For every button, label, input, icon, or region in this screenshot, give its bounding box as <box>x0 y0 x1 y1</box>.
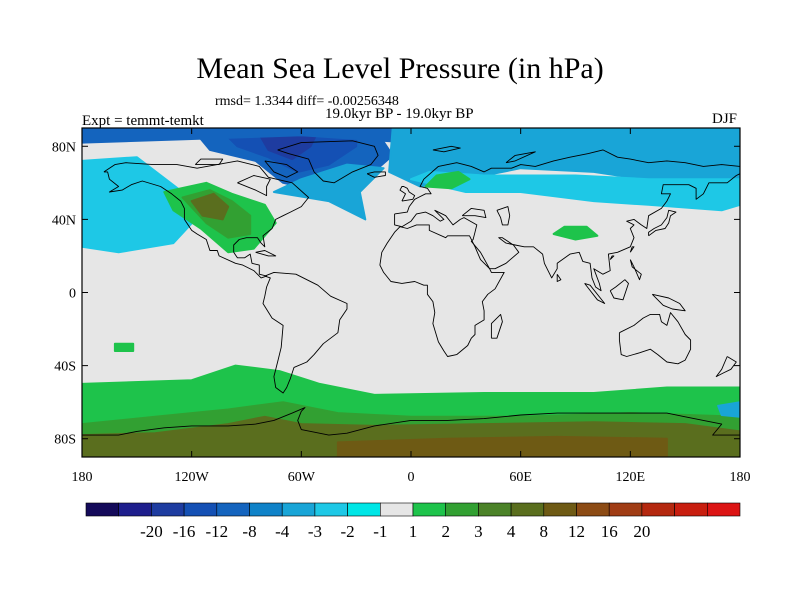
period-text: 19.0kyr BP - 19.0kyr BP <box>325 106 474 122</box>
colorbar-label: 2 <box>441 522 450 541</box>
colorbar-swatch <box>641 502 675 517</box>
coastline-victoria-island <box>194 158 224 166</box>
pressure-region-12 <box>552 225 599 241</box>
pressure-region-9 <box>388 128 740 188</box>
colorbar-label: -4 <box>275 522 290 541</box>
coastline-cuba <box>255 250 277 257</box>
coastline-sri-lanka <box>556 273 562 282</box>
colorbar-swatch <box>314 502 348 517</box>
colorbar-swatch <box>706 502 741 517</box>
pressure-region-10 <box>410 170 740 212</box>
coastline-north-america <box>103 160 310 279</box>
coastline-new-zealand <box>715 356 737 378</box>
colorbar-swatch <box>183 502 218 517</box>
colorbar-label: -16 <box>173 522 196 541</box>
colorbar-swatch <box>118 502 152 517</box>
stats-text: rmsd= 1.3344 diff= -0.00256348 <box>215 94 399 109</box>
coastline-japan <box>648 209 677 237</box>
y-tick-label: 0 <box>69 287 76 302</box>
colorbar-swatch <box>478 502 512 517</box>
coastline-baffin-island <box>264 160 299 178</box>
colorbar-swatch <box>379 502 414 517</box>
coastline-new-guinea <box>651 293 686 312</box>
colorbar-swatch <box>576 502 610 517</box>
colorbar-swatch <box>85 502 120 517</box>
pressure-region-20 <box>336 435 668 457</box>
y-tick-label: 40N <box>52 213 76 228</box>
coastline-greenland <box>277 140 379 184</box>
coastline-black-sea <box>461 207 487 219</box>
coastline-antarctica <box>82 407 740 436</box>
colorbar: -20 -16 -12 -8 -4 -3 -2 -1 1 2 3 4 8 12 16 20 <box>85 502 741 541</box>
pressure-field <box>82 128 740 457</box>
coastline-borneo <box>609 279 629 301</box>
coastline-philippines <box>629 259 642 281</box>
colorbar-swatch <box>281 502 316 517</box>
pressure-region-11 <box>424 170 471 190</box>
colorbar-label: 12 <box>568 522 585 541</box>
coastline-taiwan <box>629 246 635 253</box>
x-tick-label: 180 <box>72 470 93 485</box>
colorbar-swatch <box>412 502 447 517</box>
experiment-label: Expt = temmt-temkt <box>82 113 204 129</box>
colorbar-label: -12 <box>205 522 228 541</box>
colorbar-swatch <box>445 502 479 517</box>
pressure-region-21 <box>717 401 740 418</box>
colorbar-label: 16 <box>601 522 618 541</box>
y-tick-label: 40S <box>54 360 76 375</box>
x-tick-label: 60W <box>288 470 316 485</box>
colorbar-label: 20 <box>633 522 650 541</box>
x-tick-label: 120E <box>616 470 646 485</box>
colorbar-label: -20 <box>140 522 163 541</box>
coastline-hainan <box>609 255 615 260</box>
pressure-region-15 <box>190 192 230 221</box>
coastline-australia <box>618 312 692 365</box>
colorbar-label: 4 <box>507 522 516 541</box>
colorbar-label: -1 <box>373 522 387 541</box>
axis-ticks: 180 120W 60W 0 60E 120E 180 80N 40N 0 40S 80S <box>52 128 751 485</box>
colorbar-swatch <box>249 502 283 517</box>
pressure-region-16 <box>113 342 135 352</box>
coastline-caspian-sea <box>496 206 511 226</box>
coastlines <box>82 140 740 436</box>
colorbar-swatch <box>608 502 643 517</box>
colorbar-swatch <box>543 502 577 517</box>
coastline-iceland <box>366 171 386 178</box>
x-tick-label: 180 <box>730 470 751 485</box>
coastline-novaya-zemlya <box>505 151 536 164</box>
colorbar-label: 8 <box>540 522 549 541</box>
coastline-madagascar <box>490 313 503 339</box>
y-tick-label: 80S <box>54 433 76 448</box>
x-tick-label: 120W <box>175 470 210 485</box>
pressure-region-3 <box>82 156 197 254</box>
season-label: DJF <box>712 111 738 127</box>
y-tick-label: 80N <box>52 140 76 155</box>
coastline-sumatra <box>584 282 606 304</box>
coastline-south-america <box>262 271 348 394</box>
coastline-british-isles <box>399 186 416 202</box>
colorbar-swatch <box>347 502 381 517</box>
colorbar-swatch <box>151 502 185 517</box>
colorbar-swatch <box>510 502 545 517</box>
colorbar-label: -3 <box>308 522 322 541</box>
colorbar-swatch <box>216 502 250 517</box>
coastline-hudson-bay <box>237 175 271 197</box>
coastline-africa <box>379 224 505 357</box>
plot-title: Mean Sea Level Pressure (in hPa) <box>196 52 604 85</box>
coastline-svalbard <box>432 145 461 153</box>
colorbar-label: 1 <box>409 522 418 541</box>
colorbar-swatch <box>674 502 708 517</box>
x-tick-label: 60E <box>509 470 532 485</box>
pressure-region-7 <box>272 163 385 221</box>
colorbar-label: 3 <box>474 522 483 541</box>
x-tick-label: 0 <box>408 470 415 485</box>
colorbar-label: -2 <box>341 522 355 541</box>
colorbar-label: -8 <box>242 522 256 541</box>
